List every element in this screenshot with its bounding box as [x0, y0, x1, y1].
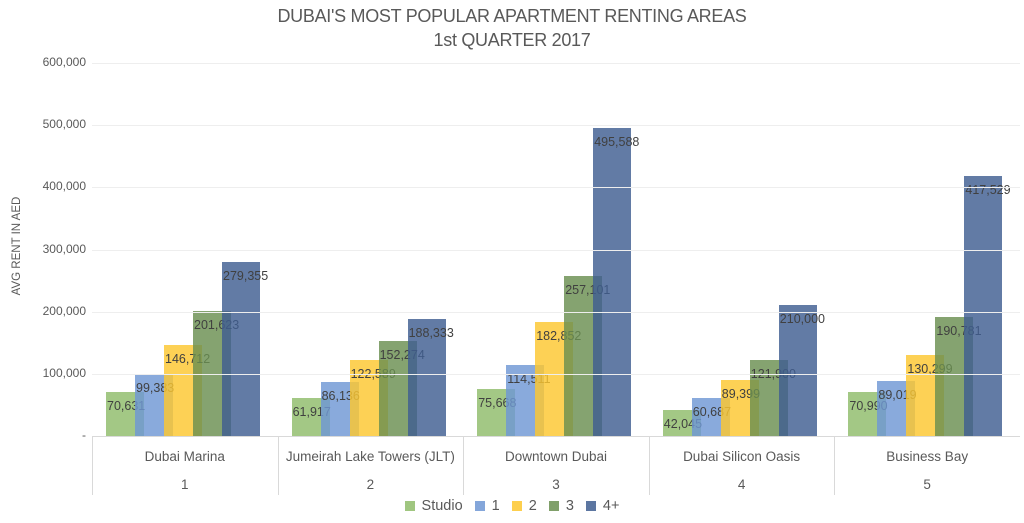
- gridline: [92, 125, 1020, 127]
- gridline: [92, 187, 1020, 189]
- category-label: Business Bay: [886, 449, 969, 464]
- bar-4plus-3[interactable]: [593, 127, 632, 436]
- category-label: Jumeirah Lake Towers (JLT): [285, 449, 455, 464]
- category-divider: [834, 437, 836, 495]
- legend-label: 3: [565, 498, 574, 514]
- legend-swatch-icon: [511, 501, 522, 511]
- category-index: 3: [552, 477, 560, 492]
- bar-4plus-4[interactable]: [778, 305, 817, 436]
- chart-subtitle: 1st QUARTER 2017: [433, 30, 591, 50]
- bar-4plus-5[interactable]: [964, 176, 1003, 436]
- legend-label: Studio: [421, 498, 463, 514]
- legend-label: 1: [491, 498, 500, 514]
- data-label: 417,529: [965, 183, 1011, 198]
- y-tick-label: 300,000: [42, 241, 86, 256]
- gridline: [92, 249, 1020, 251]
- legend-label: 4+: [602, 498, 620, 514]
- legend: Studio 1 2 3 4+: [0, 498, 1024, 514]
- data-label: 188,333: [408, 325, 454, 340]
- category-divider: [92, 437, 93, 495]
- y-tick-label: 600,000: [42, 55, 86, 69]
- bar-4plus-1[interactable]: [222, 262, 260, 436]
- category-divider: [277, 437, 279, 495]
- category-label: Downtown Dubai: [504, 449, 608, 464]
- legend-swatch-icon: [548, 501, 559, 511]
- category-label: Dubai Silicon Oasis: [683, 449, 801, 464]
- legend-swatch-icon: [474, 501, 485, 511]
- category-divider: [648, 437, 650, 495]
- y-tick-label: 500,000: [42, 117, 86, 132]
- chart-title: DUBAI'S MOST POPULAR APARTMENT RENTING A…: [277, 6, 747, 26]
- gridline: [92, 63, 1020, 64]
- x-axis-line: [92, 436, 1020, 437]
- legend-item-1[interactable]: 1: [474, 498, 500, 514]
- gridline: [92, 311, 1020, 313]
- category-index: 1: [181, 477, 189, 492]
- legend-swatch-icon: [585, 501, 596, 511]
- legend-item-2[interactable]: 2: [511, 498, 537, 514]
- data-label: 279,355: [223, 269, 269, 284]
- y-tick-label: 200,000: [42, 303, 86, 318]
- legend-item-studio[interactable]: Studio: [404, 498, 463, 514]
- category-index: 2: [366, 477, 375, 492]
- category-label: Dubai Marina: [144, 449, 225, 464]
- legend-swatch-icon: [404, 501, 415, 511]
- bar-4plus-2[interactable]: [407, 318, 446, 436]
- legend-item-3[interactable]: 3: [548, 498, 574, 514]
- data-label: 495,588: [594, 134, 640, 149]
- category-index: 4: [737, 477, 746, 492]
- y-tick-label: -: [82, 428, 86, 442]
- category-divider: [463, 437, 465, 495]
- y-tick-label: 100,000: [42, 365, 86, 380]
- legend-item-4plus[interactable]: 4+: [585, 498, 620, 514]
- category-index: 5: [923, 477, 931, 492]
- data-label: 210,000: [779, 312, 825, 327]
- gridline: [92, 373, 1020, 375]
- y-tick-label: 400,000: [42, 179, 86, 194]
- legend-label: 2: [528, 498, 537, 514]
